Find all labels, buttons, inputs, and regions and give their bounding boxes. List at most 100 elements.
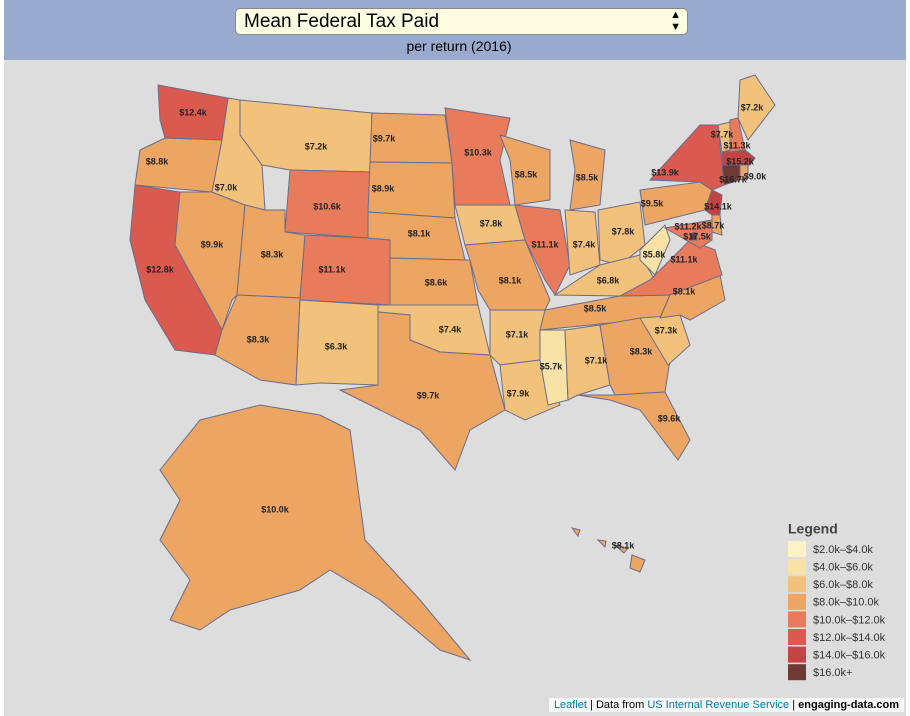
state xyxy=(597,201,646,266)
header: Mean Federal Tax Paid ▲ ▼ per return (2016… xyxy=(4,0,906,60)
state xyxy=(499,134,551,206)
state-label: $9.7k xyxy=(373,133,397,143)
state-label: $8.8k xyxy=(146,156,170,166)
state-label: $8.3k xyxy=(261,249,285,259)
state-label: $8.3k xyxy=(247,334,271,344)
states xyxy=(129,74,776,662)
state-label: $5.8k xyxy=(643,249,667,259)
state-label: $11.3k xyxy=(723,140,751,150)
state-label: $8.1k xyxy=(408,228,432,238)
state-label: $7.0k xyxy=(215,182,239,192)
state-label: $7.8k xyxy=(480,218,504,228)
state xyxy=(663,219,713,249)
state xyxy=(569,139,606,211)
legend-swatch xyxy=(788,593,806,610)
legend-label: $14.0k–$16.0k xyxy=(813,650,886,662)
source-link[interactable]: US Internal Revenue Service xyxy=(647,699,790,711)
legend-swatch xyxy=(788,576,806,593)
state-label: $7.7k xyxy=(711,129,735,139)
state-label: $11.1k xyxy=(531,239,559,249)
legend: $2.0k–$4.0k $4.0k–$6.0k $6.0k–$8.0k $8.0k–$… xyxy=(788,541,886,681)
state-label: $11.1k xyxy=(318,264,346,274)
state-labels: $12.4k $8.8k $12.8k $9.9k $7.0k $7.2k $10.6k $8… xyxy=(146,102,768,550)
legend-swatch xyxy=(788,646,806,663)
state-label: $9.6k xyxy=(658,413,682,423)
legend-label: $16.0k+ xyxy=(813,667,852,679)
source-prefix: Data from xyxy=(595,699,645,711)
legend-label: $2.0k–$4.0k xyxy=(813,544,873,556)
site: engaging-data.com xyxy=(798,699,899,711)
state-label: $11.2k xyxy=(674,221,702,231)
state-label: $8.1k xyxy=(612,540,636,550)
legend-swatch xyxy=(788,629,806,645)
legend-swatch xyxy=(788,611,806,628)
state-label: $11.1k xyxy=(670,254,698,264)
select-arrow: ▲ ▼ xyxy=(670,9,681,33)
state xyxy=(689,231,698,241)
legend-swatch xyxy=(788,558,806,575)
state-label: $17.5k xyxy=(683,231,712,241)
state-label: $7.4k xyxy=(573,239,597,249)
state xyxy=(577,391,691,461)
state xyxy=(737,74,776,141)
state-label: $8.1k xyxy=(673,286,697,296)
legend-title: Legend xyxy=(788,521,838,537)
state-label: $16.7k xyxy=(719,174,748,184)
leaflet-link[interactable]: Leaflet xyxy=(553,699,587,711)
legend-label: $10.0k–$12.0k xyxy=(813,614,886,626)
state-label: $5.7k xyxy=(540,361,564,371)
state-label: $10.3k xyxy=(464,147,493,157)
state-label: $10.6k xyxy=(313,201,342,211)
legend-label: $12.0k–$14.0k xyxy=(813,632,886,644)
state-label: $8.6k xyxy=(425,277,449,287)
state-label: $8.1k xyxy=(499,275,523,285)
state-label: $13.9k xyxy=(651,167,680,177)
legend-swatch xyxy=(788,541,806,557)
state-label: $7.4k xyxy=(439,324,463,334)
metric-text: Mean Federal Tax Paid xyxy=(244,11,440,32)
state xyxy=(134,137,223,193)
state-label: $8.7k xyxy=(702,220,726,230)
state-label: $8.5k xyxy=(515,169,539,179)
state-label: $7.8k xyxy=(612,226,636,236)
state-label: $8.9k xyxy=(372,183,396,193)
state xyxy=(704,189,723,216)
state-label: $8.5k xyxy=(576,172,600,182)
legend-label: $8.0k–$10.0k xyxy=(813,597,880,609)
state xyxy=(739,164,749,181)
state xyxy=(239,99,373,173)
state xyxy=(338,311,506,471)
state xyxy=(629,554,646,573)
legend-label: $6.0k–$8.0k xyxy=(813,579,873,591)
attribution: Leaflet | Data from US Internal Revenue … xyxy=(548,698,904,712)
state-label: $7.3k xyxy=(655,325,679,335)
state xyxy=(619,239,723,297)
state-label: $7.1k xyxy=(585,355,609,365)
state-label: $7.9k xyxy=(507,388,531,398)
state xyxy=(729,117,746,153)
state xyxy=(596,539,607,549)
state xyxy=(614,544,629,554)
legend-swatch xyxy=(788,664,806,681)
state-label: $8.3k xyxy=(630,346,654,356)
state-label: $14.1k xyxy=(704,201,733,211)
legend-label: $4.0k–$6.0k xyxy=(813,562,873,574)
state-label: $15.2k xyxy=(726,156,755,166)
state-label: $7.2k xyxy=(305,141,329,151)
state xyxy=(570,527,581,538)
state-label: $9.0k xyxy=(744,171,768,181)
state-label: $9.9k xyxy=(201,239,225,249)
state-label: $12.8k xyxy=(146,264,175,274)
state-label: $6.3k xyxy=(325,341,349,351)
state xyxy=(159,404,472,662)
map[interactable]: $12.4k $8.8k $12.8k $9.9k $7.0k $7.2k $10.6k $8… xyxy=(4,60,906,716)
state xyxy=(639,224,671,276)
metric-select[interactable]: Mean Federal Tax Paid ▲ ▼ xyxy=(235,8,688,35)
state-label: $7.1k xyxy=(506,329,530,339)
state-label: $12.4k xyxy=(179,107,208,117)
state-label: $10.0k xyxy=(261,504,290,514)
state xyxy=(389,257,479,306)
state-label: $7.2k xyxy=(741,102,765,112)
state xyxy=(539,329,569,406)
state-label: $9.5k xyxy=(641,198,665,208)
